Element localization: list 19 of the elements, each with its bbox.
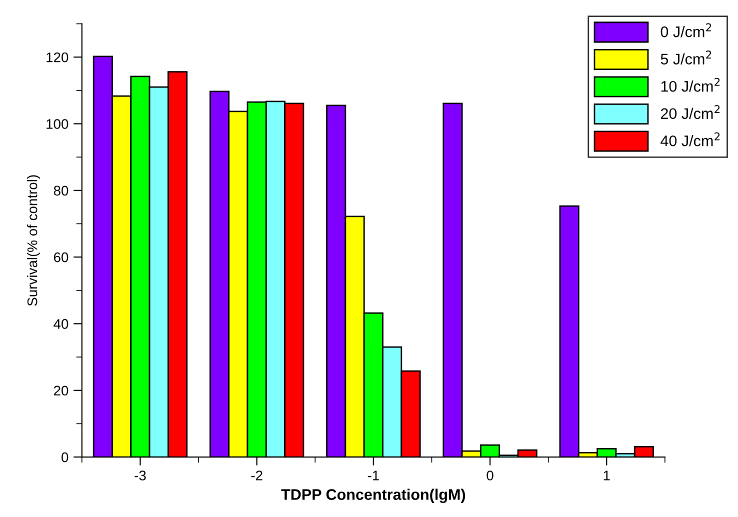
y-tick-label: 20 xyxy=(54,386,68,396)
x-tick-label: -3 xyxy=(134,470,146,480)
y-axis-title: Survival(% of control) xyxy=(27,175,40,306)
y-tick-label: 80 xyxy=(54,186,68,196)
x-tick-label: 0 xyxy=(486,470,494,480)
legend-label: 20 J/cm$^{2}$ xyxy=(660,105,720,120)
y-tick-label: 120 xyxy=(46,52,68,62)
y-tick-label: 60 xyxy=(54,252,68,262)
legend-label: 0 J/cm$^{2}$ xyxy=(660,23,712,38)
x-tick-label: -2 xyxy=(251,470,262,480)
x-tick-label: -1 xyxy=(368,470,379,480)
x-tick-label: 1 xyxy=(604,470,610,480)
legend-label: 40 J/cm$^{2}$ xyxy=(660,132,720,146)
x-axis-title: TDPP Concentration(lgM) xyxy=(281,488,466,504)
y-tick-label: 0 xyxy=(62,452,68,462)
y-tick-label: 40 xyxy=(54,319,68,329)
y-tick-label: 100 xyxy=(46,119,68,129)
legend-label: 5 J/cm$^{2}$ xyxy=(660,50,712,64)
legend-label: 10 J/cm$^{2}$ xyxy=(661,78,720,92)
